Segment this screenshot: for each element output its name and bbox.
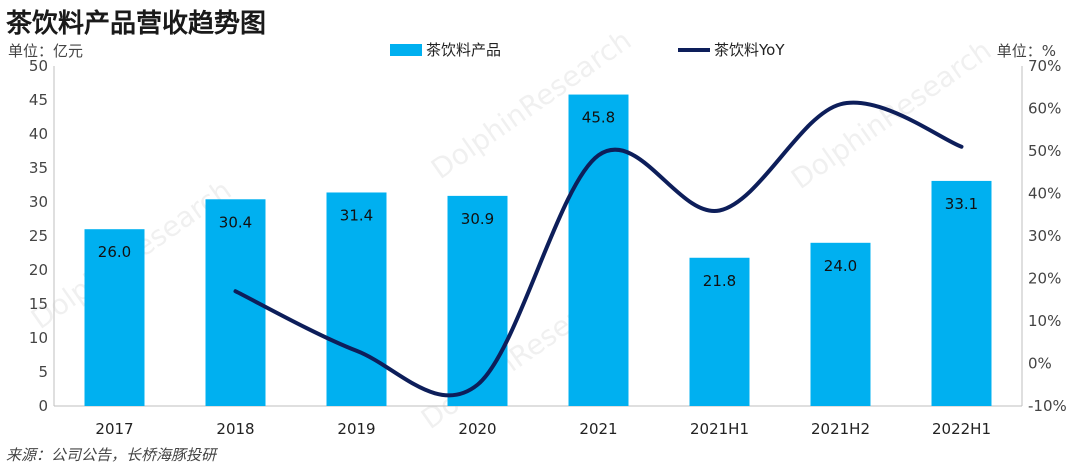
legend: 茶饮料产品 茶饮料YoY bbox=[390, 41, 785, 59]
right-tick-label: -10% bbox=[1028, 397, 1067, 415]
right-axis-unit: 单位：% bbox=[997, 42, 1056, 60]
right-ticks: -10% 0% 10% 20% 30% 40% 50% 60% 70% bbox=[1028, 57, 1067, 415]
bar bbox=[931, 180, 992, 406]
watermark-text: DolphinResearch bbox=[785, 33, 997, 195]
source-note: 来源：公司公告，长桥海豚投研 bbox=[6, 446, 219, 464]
legend-bar-swatch bbox=[390, 44, 422, 56]
left-tick-label: 0 bbox=[38, 397, 48, 415]
bar bbox=[326, 192, 387, 406]
category-labels: 2017 2018 2019 2020 2021 2021H1 2021H2 2022H1 bbox=[95, 420, 991, 438]
left-tick-label: 50 bbox=[29, 57, 48, 75]
category-label: 2021H1 bbox=[690, 420, 749, 438]
yoy-line bbox=[233, 100, 964, 398]
left-ticks: 0 5 10 15 20 25 30 35 40 45 50 bbox=[29, 57, 48, 415]
data-labels: 26.0 30.4 31.4 30.9 45.8 21.8 24.0 33.1 bbox=[98, 109, 978, 290]
category-label: 2021H2 bbox=[811, 420, 870, 438]
bar bbox=[84, 229, 145, 406]
left-tick-label: 10 bbox=[29, 329, 48, 347]
left-tick-label: 25 bbox=[29, 227, 48, 245]
category-label: 2018 bbox=[216, 420, 254, 438]
category-label: 2017 bbox=[95, 420, 133, 438]
legend-bar-label: 茶饮料产品 bbox=[426, 41, 501, 59]
left-tick-label: 35 bbox=[29, 159, 48, 177]
data-label: 26.0 bbox=[98, 243, 131, 261]
data-label: 24.0 bbox=[824, 257, 857, 275]
left-tick-label: 45 bbox=[29, 91, 48, 109]
left-axis-unit: 单位：亿元 bbox=[8, 42, 83, 60]
right-tick-label: 70% bbox=[1028, 57, 1061, 75]
data-label: 30.4 bbox=[219, 213, 252, 231]
category-label: 2022H1 bbox=[932, 420, 991, 438]
left-tick-label: 15 bbox=[29, 295, 48, 313]
data-label: 21.8 bbox=[703, 272, 736, 290]
data-label: 45.8 bbox=[582, 109, 615, 127]
category-label: 2019 bbox=[337, 420, 375, 438]
category-label: 2020 bbox=[458, 420, 496, 438]
category-label: 2021 bbox=[579, 420, 617, 438]
right-tick-label: 40% bbox=[1028, 185, 1061, 203]
chart-title: 茶饮料产品营收趋势图 bbox=[6, 9, 266, 39]
data-label: 33.1 bbox=[945, 195, 978, 213]
right-tick-label: 30% bbox=[1028, 227, 1061, 245]
bar bbox=[447, 195, 508, 406]
right-tick-label: 20% bbox=[1028, 270, 1061, 288]
right-tick-label: 60% bbox=[1028, 100, 1061, 118]
left-tick-label: 20 bbox=[29, 261, 48, 279]
legend-line-label: 茶饮料YoY bbox=[714, 41, 785, 59]
right-tick-label: 50% bbox=[1028, 142, 1061, 160]
data-label: 31.4 bbox=[340, 206, 373, 224]
left-tick-label: 5 bbox=[38, 363, 48, 381]
left-tick-label: 30 bbox=[29, 193, 48, 211]
left-tick-label: 40 bbox=[29, 125, 48, 143]
bars bbox=[84, 94, 992, 406]
bar bbox=[689, 257, 750, 406]
data-label: 30.9 bbox=[461, 210, 494, 228]
right-tick-label: 0% bbox=[1028, 355, 1052, 373]
right-tick-label: 10% bbox=[1028, 312, 1061, 330]
bar bbox=[568, 94, 629, 406]
bar bbox=[810, 242, 871, 406]
